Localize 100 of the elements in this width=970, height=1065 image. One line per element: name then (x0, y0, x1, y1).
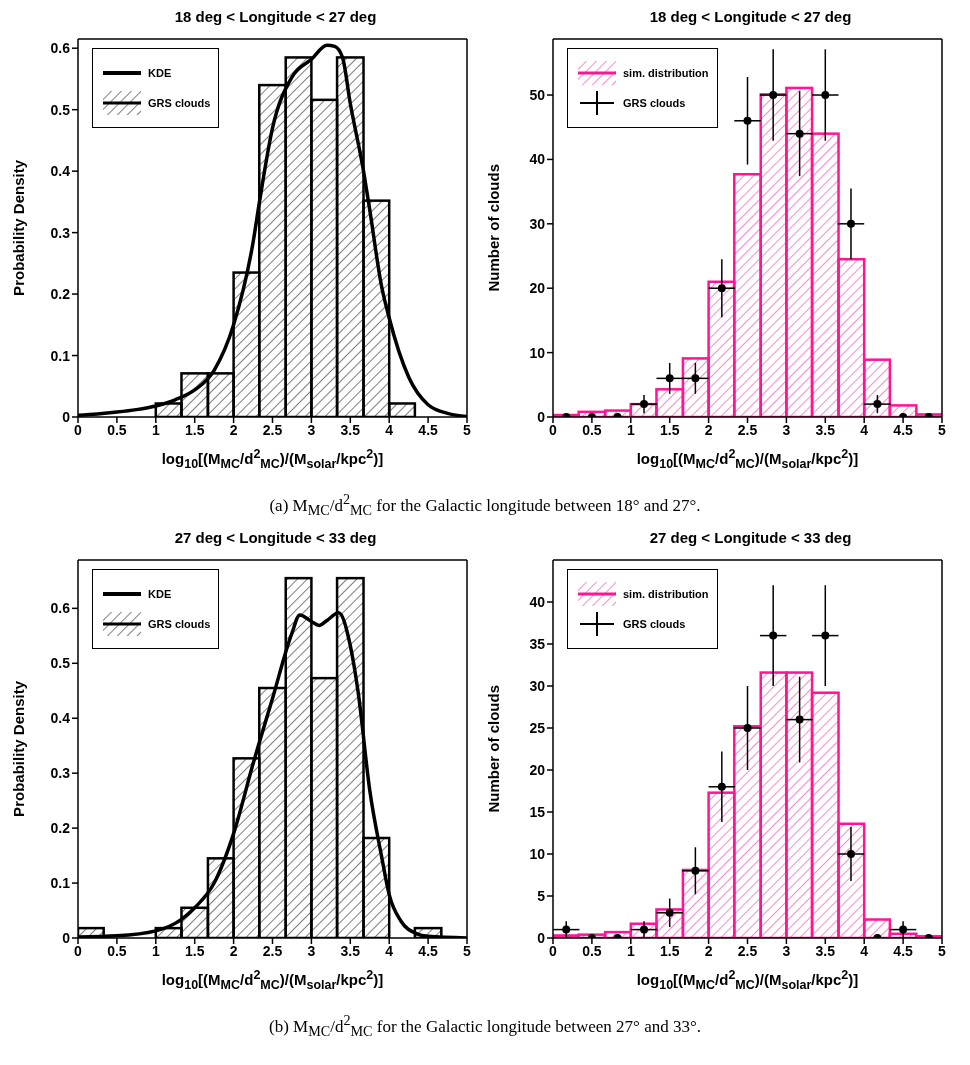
x-tick-label: 1 (151, 421, 160, 438)
y-tick-label: 5 (537, 888, 546, 905)
y-tick-label: 40 (529, 594, 546, 611)
x-tick-label: 0.5 (582, 421, 602, 438)
x-tick-label: 2.5 (737, 421, 758, 438)
y-tick-label: 0 (537, 930, 546, 947)
x-tick-label: 0 (549, 942, 558, 959)
x-tick-label: 4 (860, 421, 869, 438)
y-tick-label: 0.2 (50, 820, 71, 837)
x-tick-label: 0 (74, 421, 83, 438)
point (665, 908, 674, 917)
point (795, 129, 804, 138)
x-tick-label: 3 (782, 421, 791, 438)
point (665, 374, 674, 383)
x-tick-label: 5 (938, 421, 947, 438)
x-tick-label: 2.5 (262, 421, 283, 438)
y-axis-title: Number of clouds (485, 685, 502, 813)
chart-title: 18 deg < Longitude < 27 deg (648, 8, 853, 27)
point (846, 219, 855, 228)
text: log$_{10}$[(M$_{MC}$/d$^{2}$$_{MC}$)/(M$_{solar}$/kpc$^{2}$)] (161, 447, 384, 471)
x-tick-label: 3 (307, 942, 316, 959)
x-tick-label: 0.5 (582, 942, 602, 959)
point (691, 374, 700, 383)
point (717, 782, 726, 791)
text: (a) M$_{MC}$/d$^{2}$$_{MC}$ for the Galactic longitude between 18° and 27°. (268, 491, 702, 520)
x-tick-label: 0.5 (107, 942, 127, 959)
y-tick-label: 0.5 (50, 655, 71, 672)
y-tick-label: 20 (529, 280, 546, 297)
y-tick-label: 0.4 (50, 710, 71, 727)
text: (b) M$_{MC}$/d$^{2}$$_{MC}$ for the Galactic longitude between 27° and 33°. (267, 1012, 702, 1041)
x-tick-label: 4 (385, 421, 394, 438)
x-tick-label: 3 (307, 421, 316, 438)
legend-label: KDE (148, 67, 172, 79)
point (743, 724, 752, 733)
y-tick-label: 0.5 (50, 101, 71, 118)
x-tick-label: 4 (860, 942, 869, 959)
y-axis-title: Probability Density (10, 681, 27, 817)
point (899, 925, 908, 934)
x-tick-label: 1 (626, 942, 635, 959)
x-tick-label: 0.5 (107, 421, 127, 438)
y-tick-label: 0.6 (50, 40, 71, 57)
x-tick-label: 5 (463, 942, 472, 959)
legend-label: GRS clouds (148, 97, 211, 109)
x-tick-label: 3.5 (815, 942, 836, 959)
point (821, 91, 830, 100)
x-tick-label: 1.5 (659, 942, 680, 959)
x-tick-label: 3.5 (340, 421, 361, 438)
y-tick-label: 0.4 (50, 163, 71, 180)
x-tick-label: 4 (385, 942, 394, 959)
y-tick-label: 0.2 (50, 286, 71, 303)
y-tick-label: 20 (529, 762, 546, 779)
point (743, 116, 752, 125)
x-tick-label: 1.5 (184, 942, 205, 959)
y-tick-label: 10 (529, 846, 546, 863)
point (640, 400, 649, 409)
x-tick-label: 1 (626, 421, 635, 438)
y-tick-label: 50 (529, 86, 546, 103)
y-tick-label: 0 (537, 408, 546, 425)
y-axis-title: Number of clouds (485, 164, 502, 292)
x-tick-label: 0 (549, 421, 558, 438)
x-tick-label: 4.5 (418, 421, 439, 438)
x-tick-label: 1.5 (184, 421, 205, 438)
x-tick-label: 5 (463, 421, 472, 438)
x-tick-label: 2.5 (737, 942, 758, 959)
y-tick-label: 0.1 (50, 347, 71, 364)
text: log$_{10}$[(M$_{MC}$/d$^{2}$$_{MC}$)/(M$_{solar}$/kpc$^{2}$)] (636, 447, 859, 471)
x-tick-label: 3.5 (340, 942, 361, 959)
y-tick-label: 40 (529, 151, 546, 168)
x-tick-label: 5 (938, 942, 947, 959)
y-tick-label: 0.3 (50, 765, 71, 782)
point (795, 715, 804, 724)
y-tick-label: 30 (529, 678, 546, 695)
x-tick-label: 2 (704, 942, 713, 959)
y-tick-label: 0 (62, 408, 71, 425)
legend-label: GRS clouds (148, 618, 211, 631)
x-tick-label: 4.5 (893, 942, 914, 959)
x-tick-label: 2 (229, 421, 238, 438)
y-tick-label: 0.6 (50, 600, 71, 617)
chart-title: 27 deg < Longitude < 33 deg (648, 529, 853, 549)
x-tick-label: 1.5 (659, 421, 680, 438)
x-tick-label: 2.5 (262, 942, 283, 959)
point (562, 925, 571, 934)
point (691, 866, 700, 875)
legend-label: KDE (148, 588, 172, 601)
x-tick-label: 2 (229, 942, 238, 959)
y-tick-label: 35 (529, 636, 546, 653)
x-tick-label: 0 (74, 942, 83, 959)
y-tick-label: 25 (529, 720, 546, 737)
point (846, 850, 855, 859)
x-tick-label: 1 (151, 942, 160, 959)
y-axis-title: Probability Density (10, 160, 27, 296)
legend-label: sim. distribution (623, 588, 709, 601)
y-tick-label: 0.1 (50, 875, 71, 892)
chart-title: 27 deg < Longitude < 33 deg (173, 529, 378, 549)
y-tick-label: 0 (62, 930, 71, 947)
point (717, 284, 726, 293)
y-tick-label: 15 (529, 804, 546, 821)
x-tick-label: 3 (782, 942, 791, 959)
point (873, 400, 882, 409)
x-tick-label: 2 (704, 421, 713, 438)
